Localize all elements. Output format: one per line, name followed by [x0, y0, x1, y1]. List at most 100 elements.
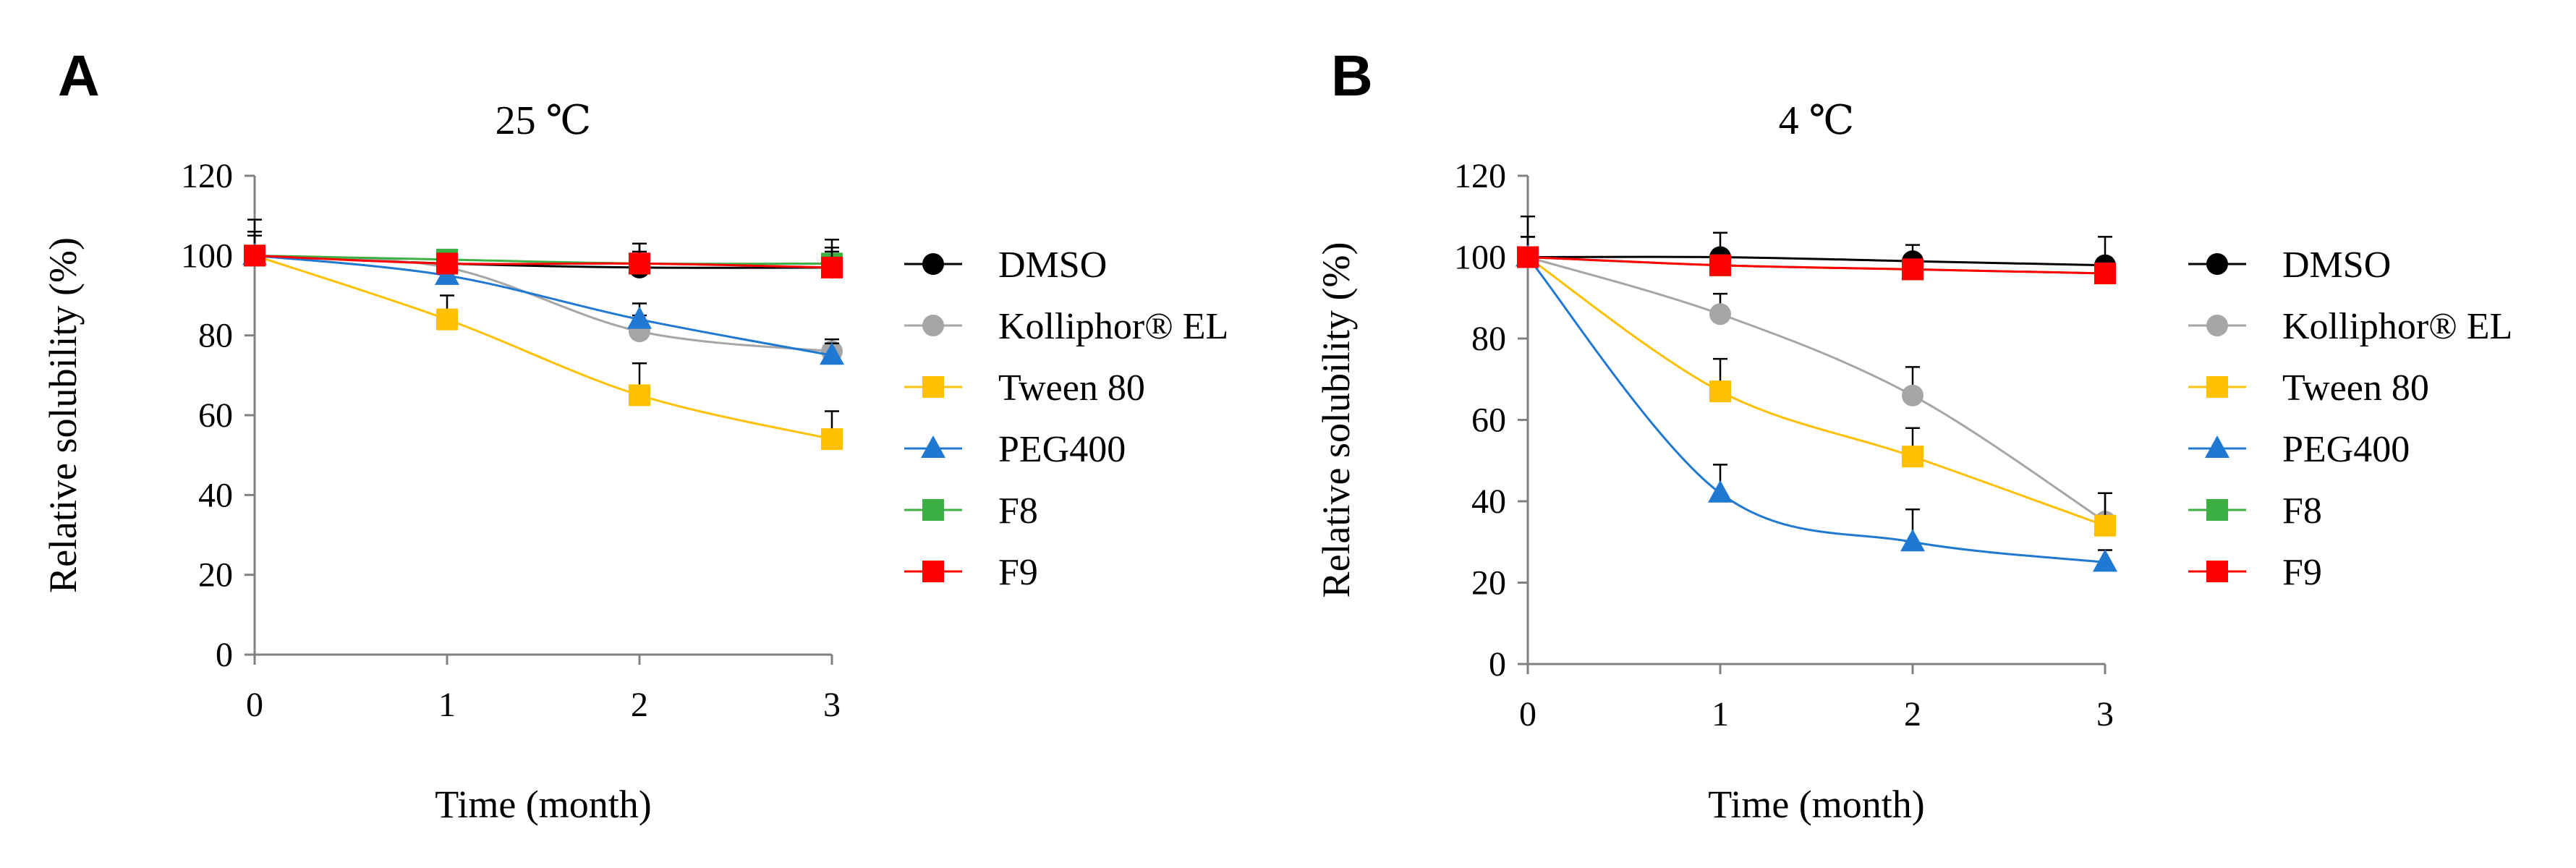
data-point: [436, 252, 458, 275]
series-line: [1527, 256, 2106, 523]
y-tick-label: 120: [181, 157, 233, 195]
data-point: [821, 428, 843, 451]
data-point: [627, 306, 652, 329]
legend-label: Tween 80: [2282, 367, 2429, 409]
y-axis-label: Relative solubility (%): [41, 237, 85, 593]
legend-item-peg400: PEG400: [2188, 429, 2410, 470]
series-line: [1527, 256, 2106, 275]
data-point: [629, 252, 650, 275]
series-line: [1527, 255, 2106, 267]
data-point: [820, 342, 844, 365]
series-dmso: [244, 218, 843, 278]
legend-label: F8: [2282, 490, 2322, 532]
series-kolliphor-el: [1517, 236, 2116, 533]
legend-label: PEG400: [998, 429, 1126, 470]
x-axis-label: Time (month): [1708, 783, 1925, 826]
data-point: [244, 244, 265, 267]
y-tick-label: 80: [198, 317, 233, 355]
legend-swatch-marker: [2206, 499, 2228, 521]
series-line: [1527, 256, 2106, 527]
y-tick-label: 60: [1471, 401, 1506, 440]
y-axis-label: Relative solubility (%): [1314, 242, 1358, 598]
legend-item-kolliphor-el: Kolliphor® EL: [904, 306, 1228, 347]
legend-item-tween-80: Tween 80: [904, 367, 1145, 409]
legend: DMSO Kolliphor® EL Tween 80 PEG400 F8 F9: [904, 244, 1228, 593]
legend-label: Kolliphor® EL: [998, 306, 1228, 347]
data-point: [1709, 380, 1731, 403]
legend-label: PEG400: [2282, 429, 2410, 470]
y-tick-label: 40: [198, 476, 233, 514]
legend-item-f9: F9: [904, 552, 1038, 593]
legend-swatch-marker: [2206, 376, 2228, 398]
series-tween-80: [1517, 236, 2116, 537]
legend-swatch-marker: [922, 315, 944, 336]
legend-item-tween-80: Tween 80: [2188, 367, 2429, 409]
legend-swatch-marker: [2206, 253, 2228, 275]
legend-label: DMSO: [2282, 244, 2391, 286]
y-tick-label: 60: [198, 396, 233, 435]
x-tick-label: 3: [2096, 695, 2114, 733]
data-point: [1902, 384, 1924, 407]
legend-item-peg400: PEG400: [904, 429, 1126, 470]
chart-title: 25 ℃: [496, 98, 592, 143]
legend-label: F8: [998, 490, 1038, 532]
series-line: [254, 254, 833, 357]
data-point: [1900, 529, 1925, 552]
y-tick-label: 0: [216, 636, 233, 674]
legend-item-dmso: DMSO: [2188, 244, 2391, 286]
legend-swatch-marker: [922, 376, 944, 398]
series-line: [1526, 256, 2106, 563]
chart-title: 4 ℃: [1779, 98, 1855, 143]
data-point: [821, 256, 843, 278]
panel-label-b: B: [1331, 43, 1373, 108]
y-tick-label: 0: [1489, 645, 1506, 684]
data-point: [2093, 549, 2117, 572]
legend-item-f8: F8: [904, 490, 1038, 532]
data-point: [1902, 446, 1924, 468]
x-tick-label: 2: [1904, 695, 1921, 733]
legend-label: DMSO: [998, 244, 1107, 286]
legend-swatch-marker: [2206, 315, 2228, 336]
series-peg400: [1516, 236, 2117, 572]
series-line: [254, 254, 833, 265]
chart-25c: 25 ℃ 0 20 40 60 80 100 120 0 1 2 3 Time (month) Relat…: [41, 98, 1228, 826]
legend-swatch-marker: [2206, 561, 2228, 582]
panel-label-a: A: [58, 43, 100, 108]
legend-label: F9: [2282, 552, 2322, 593]
data-point: [436, 308, 458, 331]
data-point: [2094, 514, 2116, 537]
legend-swatch-marker: [922, 561, 944, 582]
x-tick-label: 1: [1712, 695, 1729, 733]
x-tick-label: 2: [631, 686, 648, 724]
legend-label: F9: [998, 552, 1038, 593]
data-point: [2094, 263, 2116, 284]
data-point: [1709, 254, 1731, 276]
legend-swatch-marker: [921, 435, 945, 458]
y-tick-label: 120: [1454, 157, 1506, 195]
x-tick-label: 3: [823, 686, 841, 724]
series-f9: [1517, 246, 2116, 284]
series-f9: [244, 242, 843, 278]
y-tick-label: 80: [1471, 320, 1506, 358]
legend-label: Tween 80: [998, 367, 1145, 409]
legend-label: Kolliphor® EL: [2282, 306, 2512, 347]
legend-item-kolliphor-el: Kolliphor® EL: [2188, 306, 2512, 347]
legend-swatch-marker: [922, 499, 944, 521]
y-tick-label: 20: [198, 556, 233, 595]
series-line: [254, 254, 833, 353]
x-axis-label: Time (month): [435, 783, 652, 826]
data-point: [1517, 246, 1539, 268]
legend-item-f9: F9: [2188, 552, 2322, 593]
data-point: [1902, 258, 1924, 281]
x-tick-label: 1: [438, 686, 456, 724]
legend: DMSO Kolliphor® EL Tween 80 PEG400 F8 F9: [2188, 244, 2512, 593]
chart-4c: 4 ℃ 0 20 40 60 80 100 120 0 1 2 3 Time (month) Relati…: [1314, 98, 2512, 826]
data-point: [1708, 480, 1733, 503]
series-line: [254, 254, 833, 269]
legend-swatch-marker: [922, 253, 944, 275]
y-tick-label: 20: [1471, 564, 1506, 603]
y-tick-label: 40: [1471, 482, 1506, 521]
legend-item-dmso: DMSO: [904, 244, 1107, 286]
legend-swatch-marker: [2205, 435, 2229, 458]
